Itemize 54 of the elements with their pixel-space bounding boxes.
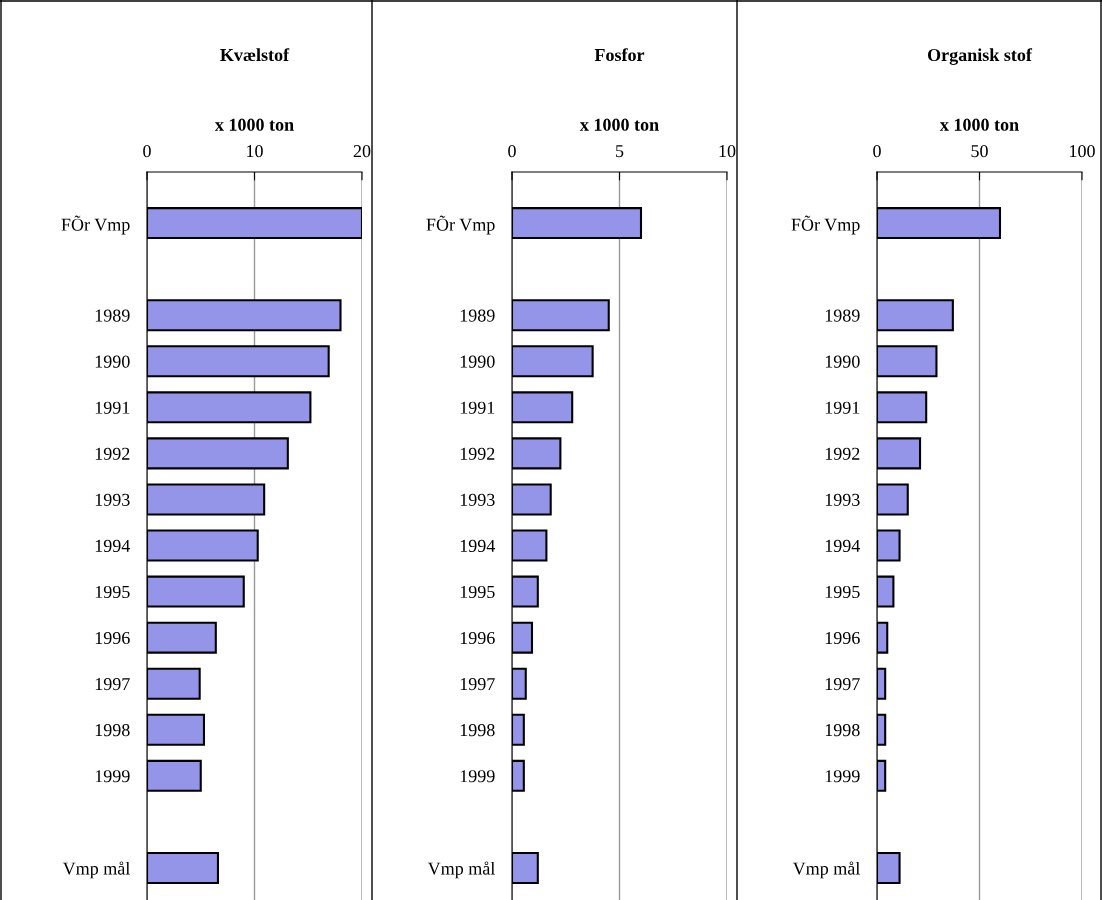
- y-tick-label: 1990: [825, 355, 860, 368]
- y-tick-label: 1994: [460, 539, 496, 552]
- y-tick-label: 1993: [95, 493, 130, 506]
- y-tick-label: 1996: [460, 631, 495, 645]
- y-tick-label: FÕr Vmp: [791, 215, 860, 235]
- y-tick-label: 1999: [460, 770, 495, 783]
- y-tick-label: 1995: [825, 585, 860, 599]
- chart-title: Kvælstof: [220, 48, 290, 62]
- y-tick-label: 1994: [95, 539, 131, 552]
- x-tick-label: 20: [353, 145, 371, 158]
- x-tick-label: 100: [1070, 145, 1095, 158]
- x-axis-title: x 1000 ton: [939, 118, 1019, 131]
- x-tick-label: 50: [971, 145, 988, 158]
- y-tick-label: 1996: [95, 631, 130, 645]
- x-tick-label: 5: [616, 145, 624, 158]
- y-tick-label: 1991: [95, 401, 130, 414]
- y-tick-label: 1992: [95, 447, 130, 460]
- y-tick-label: 1998: [825, 724, 860, 737]
- y-tick-label: 1995: [95, 585, 130, 599]
- y-tick-label: 1996: [825, 631, 860, 645]
- y-tick-label: 1991: [460, 401, 495, 414]
- x-tick-label: 10: [719, 145, 736, 158]
- y-tick-label: 1997: [95, 678, 130, 691]
- y-tick-label: Vmp mål: [792, 861, 860, 879]
- x-axis-title: x 1000 ton: [579, 118, 659, 131]
- x-tick-label: 10: [247, 145, 263, 158]
- y-tick-label: 1990: [95, 355, 130, 368]
- x-axis-title: x 1000 ton: [214, 118, 294, 131]
- y-tick-label: 1997: [825, 678, 860, 691]
- x-tick-label: 0: [508, 145, 516, 158]
- y-tick-label: 1989: [460, 309, 495, 322]
- y-tick-label: 1989: [95, 309, 130, 322]
- chart-title: Organisk stof: [927, 48, 1033, 65]
- y-tick-label: 1998: [460, 724, 495, 737]
- y-tick-label: 1999: [95, 770, 130, 783]
- y-tick-label: 1989: [825, 309, 860, 322]
- chart-title: Fosfor: [594, 48, 645, 62]
- x-tick-label: 0: [873, 145, 881, 158]
- y-tick-label: 1997: [460, 678, 495, 691]
- x-tick-label: 0: [143, 145, 151, 158]
- y-tick-label: Vmp mål: [427, 861, 495, 879]
- y-tick-label: 1998: [95, 724, 130, 737]
- y-tick-label: 1995: [460, 585, 495, 599]
- y-tick-label: 1999: [825, 770, 860, 783]
- y-tick-label: 1993: [825, 493, 860, 506]
- y-tick-label: 1992: [825, 447, 860, 460]
- y-tick-label: 1992: [460, 447, 495, 460]
- y-tick-label: 1994: [825, 539, 861, 552]
- y-tick-label: FÕr Vmp: [61, 215, 130, 235]
- y-tick-label: 1990: [460, 355, 495, 368]
- y-tick-label: FÕr Vmp: [426, 215, 495, 235]
- y-tick-label: Vmp mål: [62, 861, 130, 879]
- y-tick-label: 1993: [460, 493, 495, 506]
- y-tick-label: 1991: [825, 401, 860, 414]
